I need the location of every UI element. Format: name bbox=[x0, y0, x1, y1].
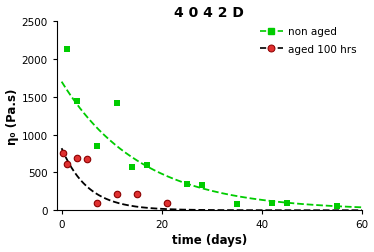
Point bbox=[144, 163, 150, 167]
Point bbox=[64, 163, 70, 167]
Point bbox=[114, 192, 120, 196]
Point bbox=[334, 204, 340, 208]
Legend: non aged, aged 100 hrs: non aged, aged 100 hrs bbox=[260, 27, 357, 54]
Point bbox=[284, 201, 290, 205]
Point bbox=[184, 182, 190, 186]
Point bbox=[94, 144, 99, 148]
X-axis label: time (days): time (days) bbox=[172, 234, 247, 246]
Point bbox=[74, 156, 80, 161]
Point bbox=[84, 157, 90, 161]
Point bbox=[94, 201, 99, 205]
Point bbox=[269, 201, 275, 205]
Point bbox=[234, 202, 240, 206]
Point bbox=[164, 201, 170, 205]
Title: 4 0 4 2 D: 4 0 4 2 D bbox=[174, 6, 244, 19]
Point bbox=[129, 165, 135, 169]
Point bbox=[60, 151, 66, 155]
Point bbox=[134, 193, 140, 197]
Point bbox=[199, 183, 205, 187]
Point bbox=[64, 48, 70, 52]
Point bbox=[74, 99, 80, 103]
Point bbox=[114, 101, 120, 105]
Y-axis label: η₀ (Pa.s): η₀ (Pa.s) bbox=[6, 88, 19, 144]
